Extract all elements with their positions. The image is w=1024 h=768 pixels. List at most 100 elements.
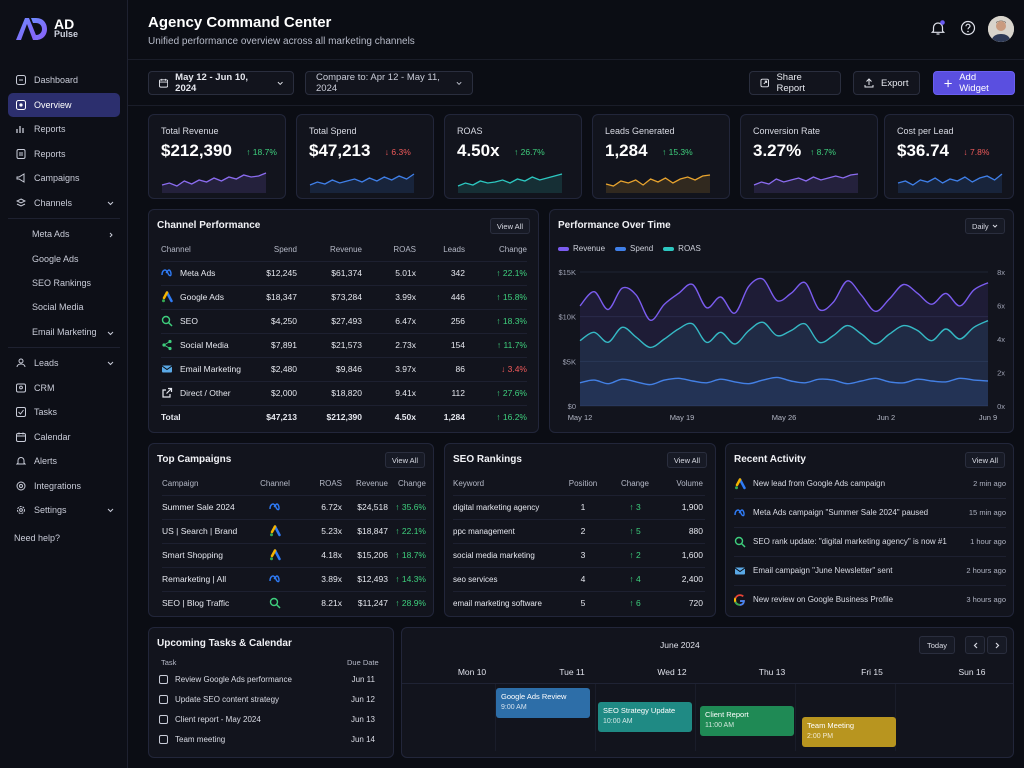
kpi-value: $212,390 <box>161 141 232 160</box>
sidebar-subitem-meta-ads[interactable]: Meta Ads <box>8 222 120 246</box>
sidebar-item-alerts[interactable]: Alerts <box>8 449 120 473</box>
sidebar-item-overview[interactable]: Overview <box>8 92 120 117</box>
task-checkbox[interactable] <box>159 694 168 704</box>
task-due-date: Jun 14 <box>350 734 375 744</box>
add-widget-button[interactable]: Add Widget <box>933 71 1015 95</box>
task-item[interactable]: Review Google Ads performance Jun 11 <box>159 669 375 689</box>
kpi-card[interactable]: Total Spend $47,213 ↓ 6.3% <box>296 114 434 199</box>
avatar[interactable] <box>988 16 1014 42</box>
view-all-button[interactable]: View All <box>964 452 1005 468</box>
table-row[interactable]: Google Ads $18,347 $73,284 3.99x 446 ↑ 15.8% <box>161 285 527 309</box>
kpi-card[interactable]: Total Revenue $212,390 ↑ 18.7% <box>148 114 286 199</box>
today-button[interactable]: Today <box>919 636 956 654</box>
sidebar-subitem-email-marketing[interactable]: Email Marketing <box>8 320 120 344</box>
table-row[interactable]: Email Marketing $2,480 $9,846 3.97x 86 ↓ 3.4% <box>161 357 527 381</box>
total-label: Total <box>161 412 181 422</box>
row-divider <box>734 585 1006 586</box>
sidebar-subitem-seo-rankings[interactable]: SEO Rankings <box>8 271 120 295</box>
sidebar-subitem-google-ads[interactable]: Google Ads <box>8 246 120 270</box>
sidebar-item-channels[interactable]: Channels <box>8 191 120 215</box>
table-row[interactable]: Direct / Other $2,000 $18,820 9.41x 112 ↑ 27.… <box>161 381 527 405</box>
help-link[interactable]: Need help? <box>14 533 61 543</box>
sidebar-item-campaigns[interactable]: Campaigns <box>8 166 120 190</box>
series-line-spend[interactable] <box>579 376 989 386</box>
task-item[interactable]: Update SEO content strategy Jun 12 <box>159 689 375 709</box>
brand-logo[interactable]: AD Pulse <box>14 16 78 42</box>
calendar-event[interactable]: Client Report 11:00 AM <box>700 706 794 736</box>
prev-week-button[interactable] <box>965 636 985 654</box>
table-row[interactable]: Social Media $7,891 $21,573 2.73x 154 ↑ 11.7% <box>161 333 527 357</box>
chevron-down-icon <box>277 81 283 85</box>
table-row[interactable]: Summer Sale 2024 6.72x $24,518 ↑ 35.6% <box>162 495 426 519</box>
kpi-card[interactable]: Cost per Lead $36.74 ↓ 7.8% <box>884 114 1014 199</box>
table-row[interactable]: email marketing software 5 ↑ 6 720 <box>453 591 705 615</box>
channel-name-cell: Meta Ads <box>161 261 251 285</box>
period-select[interactable]: Daily <box>965 218 1005 234</box>
sidebar-item-dashboard[interactable]: Dashboard <box>8 68 120 92</box>
activity-item[interactable]: New lead from Google Ads campaign 2 min a… <box>734 469 1006 498</box>
series-line-revenue[interactable] <box>579 277 989 321</box>
table-cell: 3.97x <box>395 364 416 374</box>
toolbar: May 12 - Jun 10, 2024 Compare to: Apr 12… <box>128 60 1024 106</box>
top-campaigns-card: Top Campaigns View All Campaign Channel RO… <box>148 443 434 617</box>
activity-item[interactable]: Meta Ads campaign "Summer Sale 2024" pau… <box>734 498 1006 527</box>
table-row[interactable]: Smart Shopping 4.18x $15,206 ↑ 18.7% <box>162 543 426 567</box>
table-cell: $12,493 <box>357 574 388 584</box>
task-item[interactable]: Client report - May 2024 Jun 13 <box>159 709 375 729</box>
activity-item[interactable]: New review on Google Business Profile 3 h… <box>734 585 1006 614</box>
sidebar-subitem-social-media[interactable]: Social Media <box>8 295 120 319</box>
view-all-button[interactable]: View All <box>384 452 425 468</box>
table-cell: $18,847 <box>357 526 388 536</box>
activity-item[interactable]: Email campaign "June Newsletter" sent 2 h… <box>734 556 1006 585</box>
table-header-cell: ROAS <box>393 244 416 254</box>
sidebar-item-leads[interactable]: Leads <box>8 351 120 375</box>
sidebar-item-settings[interactable]: Settings <box>8 498 120 522</box>
contact-icon <box>16 383 26 393</box>
next-week-button[interactable] <box>987 636 1007 654</box>
table-row[interactable]: Remarketing | All 3.89x $12,493 ↑ 14.3% <box>162 567 426 591</box>
table-row[interactable]: Meta Ads $12,245 $61,374 5.01x 342 ↑ 22.1% <box>161 261 527 285</box>
task-checkbox[interactable] <box>159 714 168 724</box>
help-icon[interactable] <box>960 20 976 36</box>
sidebar-item-reports-2[interactable]: Reports <box>8 142 120 166</box>
table-row[interactable]: SEO $4,250 $27,493 6.47x 256 ↑ 18.3% <box>161 309 527 333</box>
table-row[interactable]: SEO | Blog Traffic 8.21x $11,247 ↑ 28.9% <box>162 591 426 615</box>
kpi-card[interactable]: Conversion Rate 3.27% ↑ 8.7% <box>740 114 878 199</box>
legend-item[interactable]: Revenue <box>558 244 605 253</box>
task-item[interactable]: Team meeting Jun 14 <box>159 729 375 749</box>
sidebar-item-integrations[interactable]: Integrations <box>8 474 120 498</box>
check-icon <box>16 407 26 418</box>
kpi-card[interactable]: Leads Generated 1,284 ↑ 15.3% <box>592 114 730 199</box>
kpi-card[interactable]: ROAS 4.50x ↑ 26.7% <box>444 114 582 199</box>
table-cell: $47,213 <box>266 412 297 422</box>
task-checkbox[interactable] <box>159 734 168 744</box>
table-cell: $12,245 <box>266 268 297 278</box>
task-checkbox[interactable] <box>159 674 168 684</box>
activity-item[interactable]: SEO rank update: "digital marketing agen… <box>734 527 1006 556</box>
table-row[interactable]: social media marketing 3 ↑ 2 1,600 <box>453 543 705 567</box>
sidebar-item-tasks[interactable]: Tasks <box>8 400 120 424</box>
sidebar-item-crm[interactable]: CRM <box>8 376 120 400</box>
calendar-event[interactable]: Google Ads Review 9:00 AM <box>496 688 590 718</box>
notification-bell-icon[interactable] <box>930 20 946 36</box>
table-row[interactable]: digital marketing agency 1 ↑ 3 1,900 <box>453 495 705 519</box>
calendar-event[interactable]: Team Meeting 2:00 PM <box>802 717 896 747</box>
export-button[interactable]: Export <box>853 71 920 95</box>
table-row[interactable]: seo services 4 ↑ 4 2,400 <box>453 567 705 591</box>
calendar-month: June 2024 <box>660 640 700 650</box>
legend-item[interactable]: Spend <box>615 244 653 253</box>
sidebar-item-reports[interactable]: Reports <box>8 117 120 141</box>
table-row[interactable]: US | Search | Brand 5.23x $18,847 ↑ 22.1% <box>162 519 426 543</box>
series-line-roas[interactable] <box>579 319 989 349</box>
sidebar-item-label: Integrations <box>34 480 82 491</box>
date-range-picker[interactable]: May 12 - Jun 10, 2024 <box>148 71 294 95</box>
compare-range-picker[interactable]: Compare to: Apr 12 - May 11, 2024 <box>305 71 473 95</box>
view-all-button[interactable]: View All <box>666 452 707 468</box>
legend-item[interactable]: ROAS <box>663 244 701 253</box>
table-header-cell: ROAS <box>319 478 342 488</box>
share-report-button[interactable]: Share Report <box>749 71 841 95</box>
sidebar-item-calendar[interactable]: Calendar <box>8 425 120 449</box>
table-row[interactable]: ppc management 2 ↑ 5 880 <box>453 519 705 543</box>
view-all-button[interactable]: View All <box>489 218 530 234</box>
calendar-event[interactable]: SEO Strategy Update 10:00 AM <box>598 702 692 732</box>
